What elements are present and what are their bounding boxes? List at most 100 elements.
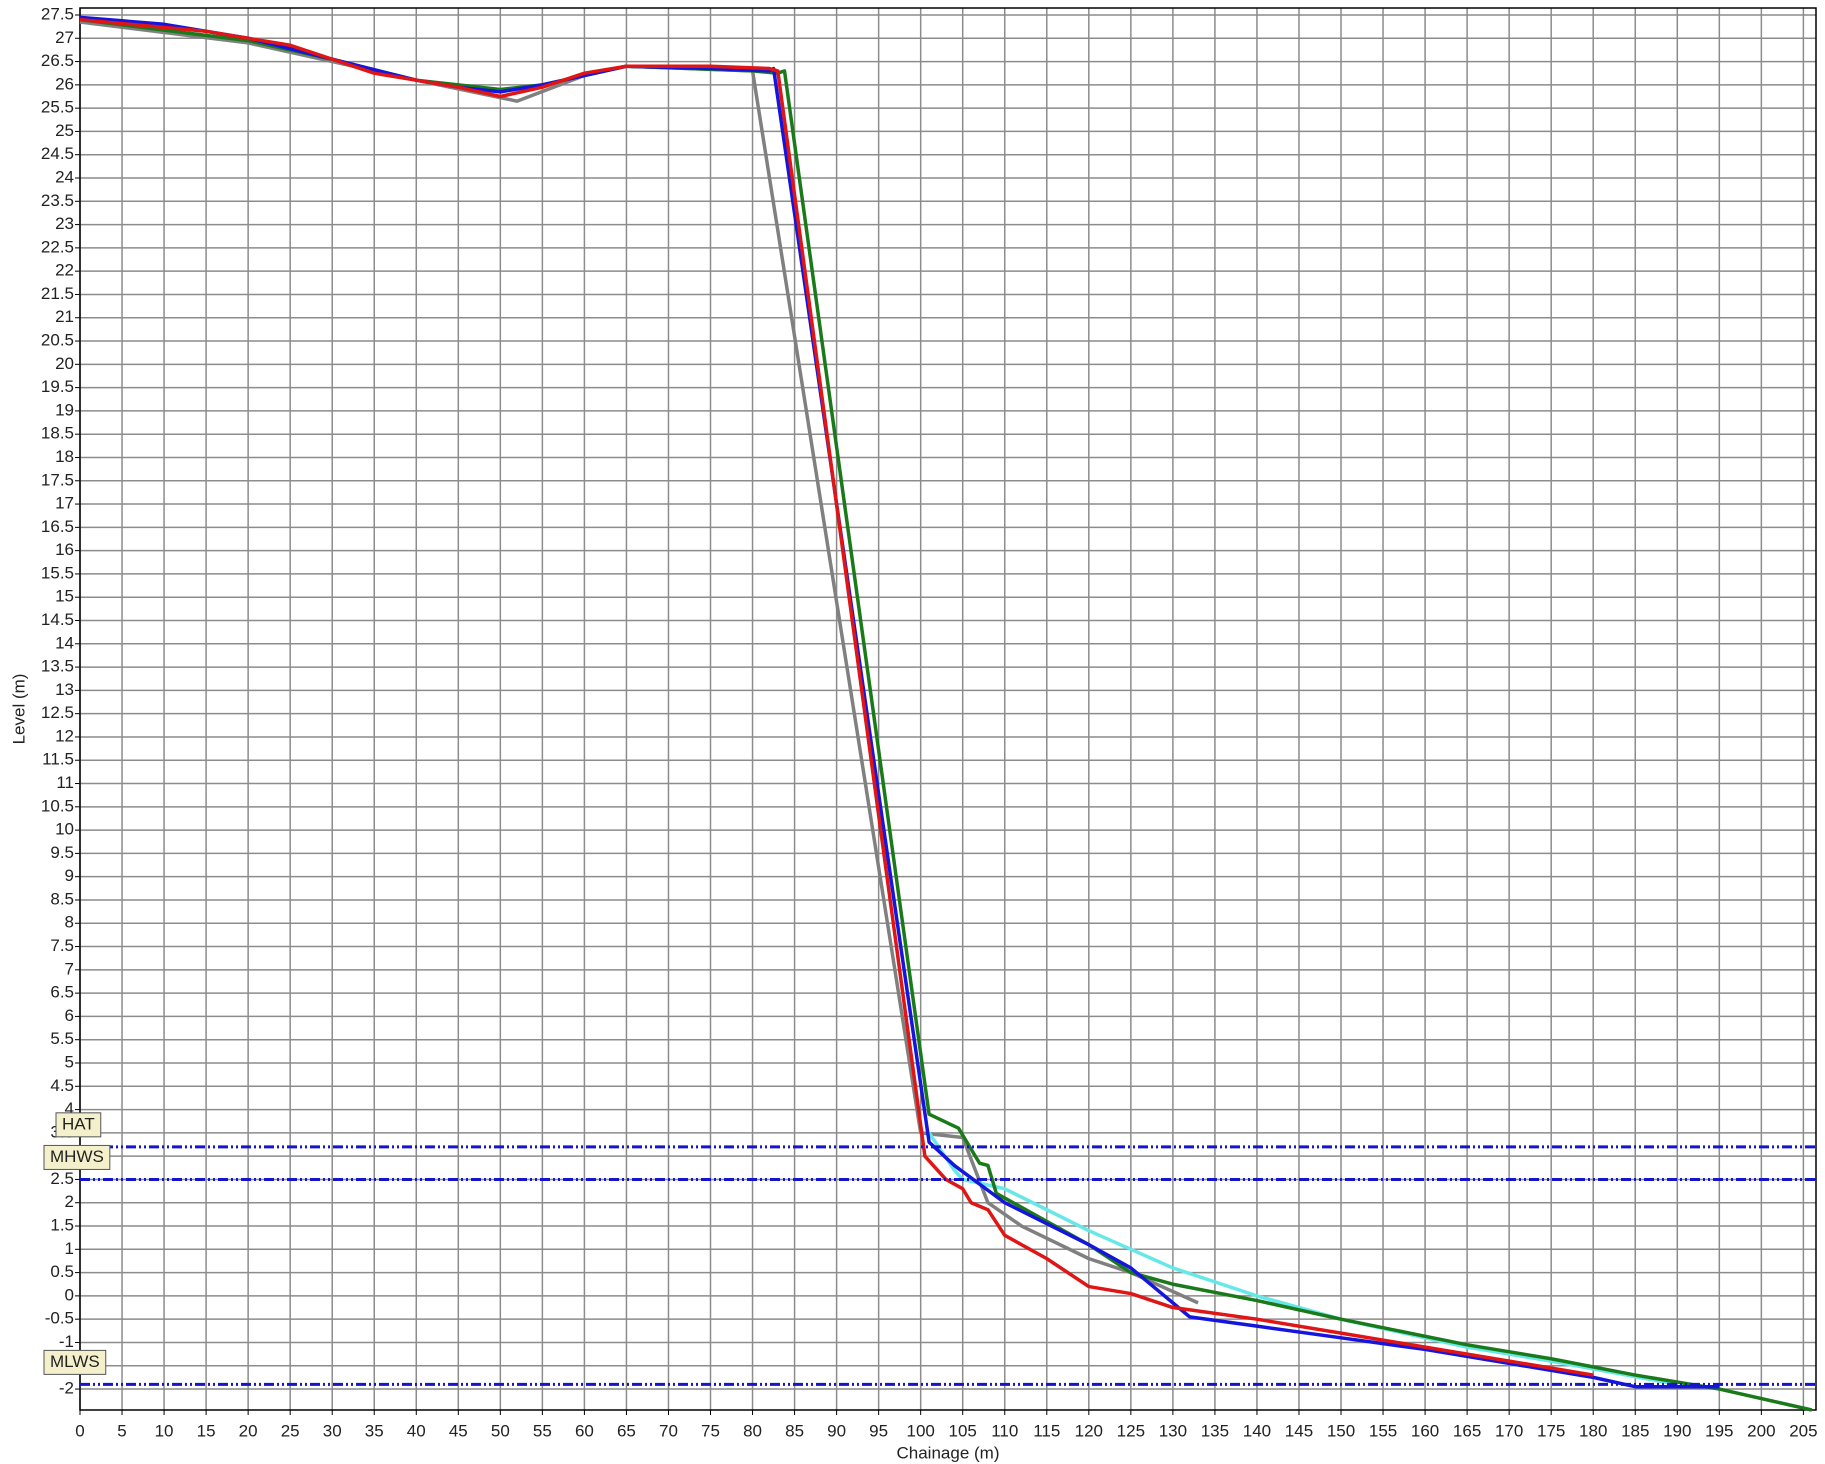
y-tick-label: 1.5 [50, 1216, 74, 1235]
y-tick-label: 7 [65, 959, 74, 978]
y-tick-label: 24 [55, 167, 74, 186]
y-tick-label: 6.5 [50, 983, 74, 1002]
x-tick-label: 175 [1537, 1421, 1565, 1440]
reference-label-text: MHWS [50, 1147, 104, 1166]
y-tick-label: 21.5 [41, 284, 74, 303]
x-tick-label: 135 [1201, 1421, 1229, 1440]
y-tick-label: 9.5 [50, 843, 74, 862]
y-tick-label: 4.5 [50, 1076, 74, 1095]
x-tick-label: 25 [281, 1421, 300, 1440]
y-tick-label: 25.5 [41, 98, 74, 117]
x-tick-label: 150 [1327, 1421, 1355, 1440]
x-tick-label: 35 [365, 1421, 384, 1440]
x-tick-label: 110 [991, 1421, 1018, 1440]
x-tick-label: 15 [197, 1421, 216, 1440]
y-tick-label: 14.5 [41, 610, 74, 629]
reference-label-box [43, 1349, 107, 1375]
x-tick-label: 60 [575, 1421, 594, 1440]
x-tick-label: 195 [1705, 1421, 1733, 1440]
x-tick-label: 55 [533, 1421, 552, 1440]
x-tick-label: 140 [1243, 1421, 1271, 1440]
x-tick-label: 95 [869, 1421, 888, 1440]
x-tick-label: 40 [407, 1421, 426, 1440]
y-tick-label: 11 [56, 773, 74, 792]
x-tick-label: 80 [743, 1421, 762, 1440]
y-tick-label: 11.5 [42, 750, 74, 769]
y-tick-label: 18 [55, 447, 74, 466]
x-tick-label: 85 [785, 1421, 804, 1440]
y-tick-label: 14 [55, 633, 74, 652]
y-tick-label: 0 [65, 1285, 74, 1304]
x-tick-label: 165 [1453, 1421, 1481, 1440]
y-tick-label: 23 [55, 214, 74, 233]
x-tick-label: 170 [1495, 1421, 1523, 1440]
y-tick-label: 1 [65, 1239, 74, 1258]
y-tick-label: 10.5 [41, 796, 74, 815]
x-tick-label: 75 [701, 1421, 720, 1440]
y-tick-label: 2.5 [50, 1169, 74, 1188]
x-tick-label: 20 [239, 1421, 258, 1440]
y-tick-label: 27 [55, 28, 74, 47]
y-tick-label: 23.5 [41, 191, 74, 210]
y-tick-label: 20.5 [41, 331, 74, 350]
y-tick-label: 19.5 [41, 377, 74, 396]
x-tick-label: 100 [906, 1421, 934, 1440]
y-tick-label: 17.5 [41, 470, 74, 489]
y-tick-label: 2 [65, 1192, 74, 1211]
y-tick-label: 9 [65, 866, 74, 885]
plot-area [80, 8, 1816, 1410]
x-tick-label: 90 [827, 1421, 846, 1440]
y-tick-label: 7.5 [50, 936, 74, 955]
x-tick-label: 70 [659, 1421, 678, 1440]
x-tick-label: 0 [75, 1421, 84, 1440]
x-tick-label: 125 [1117, 1421, 1145, 1440]
y-tick-label: -2 [59, 1379, 74, 1398]
y-tick-label: 6 [65, 1006, 74, 1025]
reference-label: MHWS [43, 1144, 111, 1170]
y-tick-label: 17 [55, 494, 74, 513]
y-tick-label: 19 [55, 400, 74, 419]
x-tick-label: 115 [1033, 1421, 1060, 1440]
reference-label-text: MLWS [50, 1352, 100, 1371]
x-tick-label: 120 [1075, 1421, 1103, 1440]
x-tick-label: 5 [117, 1421, 126, 1440]
x-tick-label: 145 [1285, 1421, 1313, 1440]
y-tick-label: 12.5 [41, 703, 74, 722]
y-tick-label: 12 [55, 726, 74, 745]
y-tick-label: 5 [65, 1052, 74, 1071]
x-tick-label: 45 [449, 1421, 468, 1440]
y-tick-label: 8 [65, 913, 74, 932]
x-axis-title: Chainage (m) [897, 1443, 1000, 1462]
reference-label-text: HAT [62, 1114, 95, 1133]
y-tick-label: 24.5 [41, 144, 74, 163]
x-tick-label: 200 [1747, 1421, 1775, 1440]
y-tick-label: 15.5 [41, 563, 74, 582]
reference-label: MLWS [43, 1349, 107, 1375]
plot-border [79, 7, 1817, 1411]
y-tick-label: 22 [55, 261, 74, 280]
y-tick-label: 4 [65, 1099, 74, 1118]
reference-label-box [43, 1144, 111, 1170]
x-tick-label: 180 [1579, 1421, 1607, 1440]
y-tick-label: 5.5 [50, 1029, 74, 1048]
x-tick-label: 160 [1411, 1421, 1439, 1440]
y-tick-label: 22.5 [41, 237, 74, 256]
y-tick-label: 16 [55, 540, 74, 559]
y-tick-label: 0.5 [50, 1262, 74, 1281]
y-tick-label: -1 [59, 1332, 74, 1351]
x-tick-label: 155 [1369, 1421, 1397, 1440]
y-tick-label: 13 [55, 680, 74, 699]
x-tick-label: 190 [1663, 1421, 1691, 1440]
y-tick-label: 26 [55, 74, 74, 93]
y-tick-label: 8.5 [50, 889, 74, 908]
y-tick-label: 15 [55, 587, 74, 606]
y-tick-label: 26.5 [41, 51, 74, 70]
x-tick-label: 105 [949, 1421, 977, 1440]
y-axis-title: Level (m) [9, 674, 28, 745]
x-tick-label: 185 [1621, 1421, 1649, 1440]
reference-label: HAT [55, 1112, 102, 1138]
x-tick-label: 50 [491, 1421, 510, 1440]
y-tick-label: 21 [55, 307, 74, 326]
